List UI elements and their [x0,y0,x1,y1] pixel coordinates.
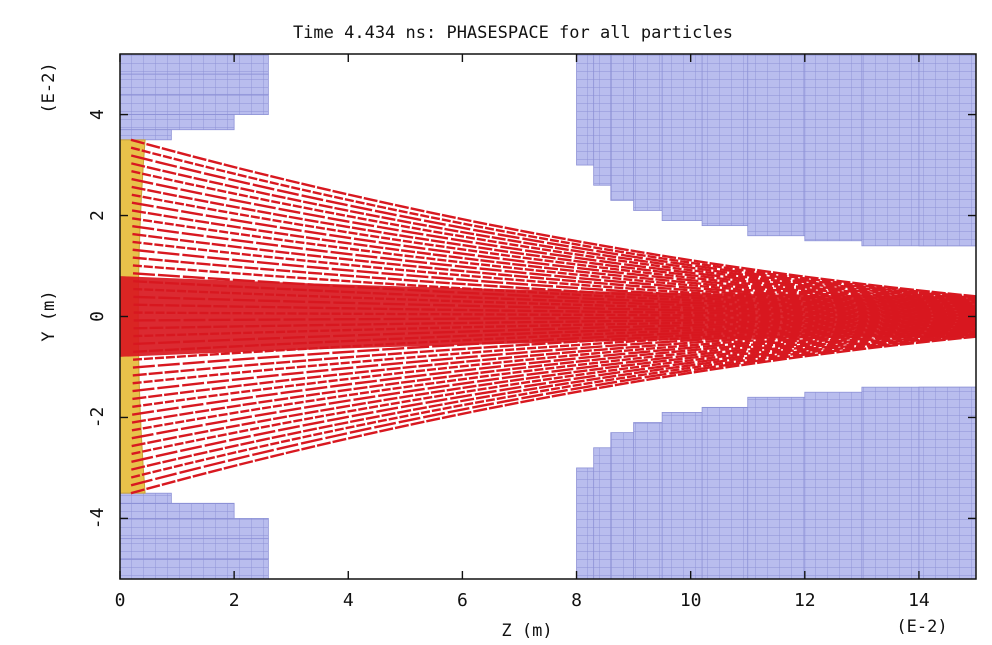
electrode-mesh-layer [120,54,976,579]
particle-trajectory [132,248,976,311]
particle-trajectory [131,329,976,440]
electrode-mesh-lower-left [120,518,269,540]
particle-trajectory [130,146,976,299]
y-tick-label: 2 [87,210,108,221]
particle-trajectory [130,334,976,487]
particle-trajectory [132,325,976,408]
x-tick-label: 8 [571,590,582,611]
particle-trajectory [130,154,976,300]
particle-trajectory [131,170,976,302]
x-tick-label: 6 [457,590,468,611]
y-scale-label: (E-2) [39,62,59,113]
y-tick-label: 0 [87,311,108,322]
particle-trajectory [130,333,976,479]
trajectory-layer [120,138,976,495]
particle-trajectory [132,225,976,308]
particle-trajectory [131,328,976,432]
y-axis-label: Y (m) [39,290,59,341]
chart-title: Time 4.434 ns: PHASESPACE for all partic… [293,23,733,43]
x-axis-label: Z (m) [501,621,552,640]
particle-trajectory [131,332,976,471]
electrode-mesh-upper-left [120,73,269,95]
particle-trajectory [131,217,976,307]
particle-trajectory [131,201,976,305]
x-tick-label: 14 [908,590,930,611]
electrode-mesh-upper-left [120,54,269,75]
particle-trajectory [130,335,976,495]
electrode-mesh-upper-left [120,129,172,141]
electrode-mesh-lower-left [120,538,269,560]
particle-trajectory [131,162,976,301]
particle-trajectory [131,330,976,448]
electrode-mesh-lower-left [120,502,235,519]
x-tick-label: 4 [343,590,354,611]
particle-trajectory [131,331,976,456]
electrode-mesh-upper-left [120,93,269,115]
electrode-mesh-lower-left [120,558,269,579]
particle-trajectory [131,193,976,304]
electrode-mesh-lower-right [918,386,976,579]
y-tick-label: 4 [87,109,108,120]
x-tick-label: 2 [229,590,240,611]
x-scale-label: (E-2) [896,617,947,637]
x-tick-label: 10 [680,590,702,611]
particle-trajectory [131,331,976,463]
electrode-mesh-upper-right [918,54,976,247]
y-tick-label: -2 [87,407,108,429]
electrode-mesh-lower-left [120,492,172,504]
x-tick-label: 12 [794,590,816,611]
particle-trajectory [131,185,976,303]
tick-layer: 0 2 4 6 8 10 12 14 -4 -2 0 2 4 [87,54,976,611]
y-tick-label: -4 [87,508,108,530]
beam-core [120,276,976,357]
particle-trajectory [131,177,976,302]
x-tick-label: 0 [115,590,126,611]
electrode-mesh-upper-left [120,114,235,131]
particle-trajectory [130,138,976,298]
particle-trajectory [132,323,976,393]
